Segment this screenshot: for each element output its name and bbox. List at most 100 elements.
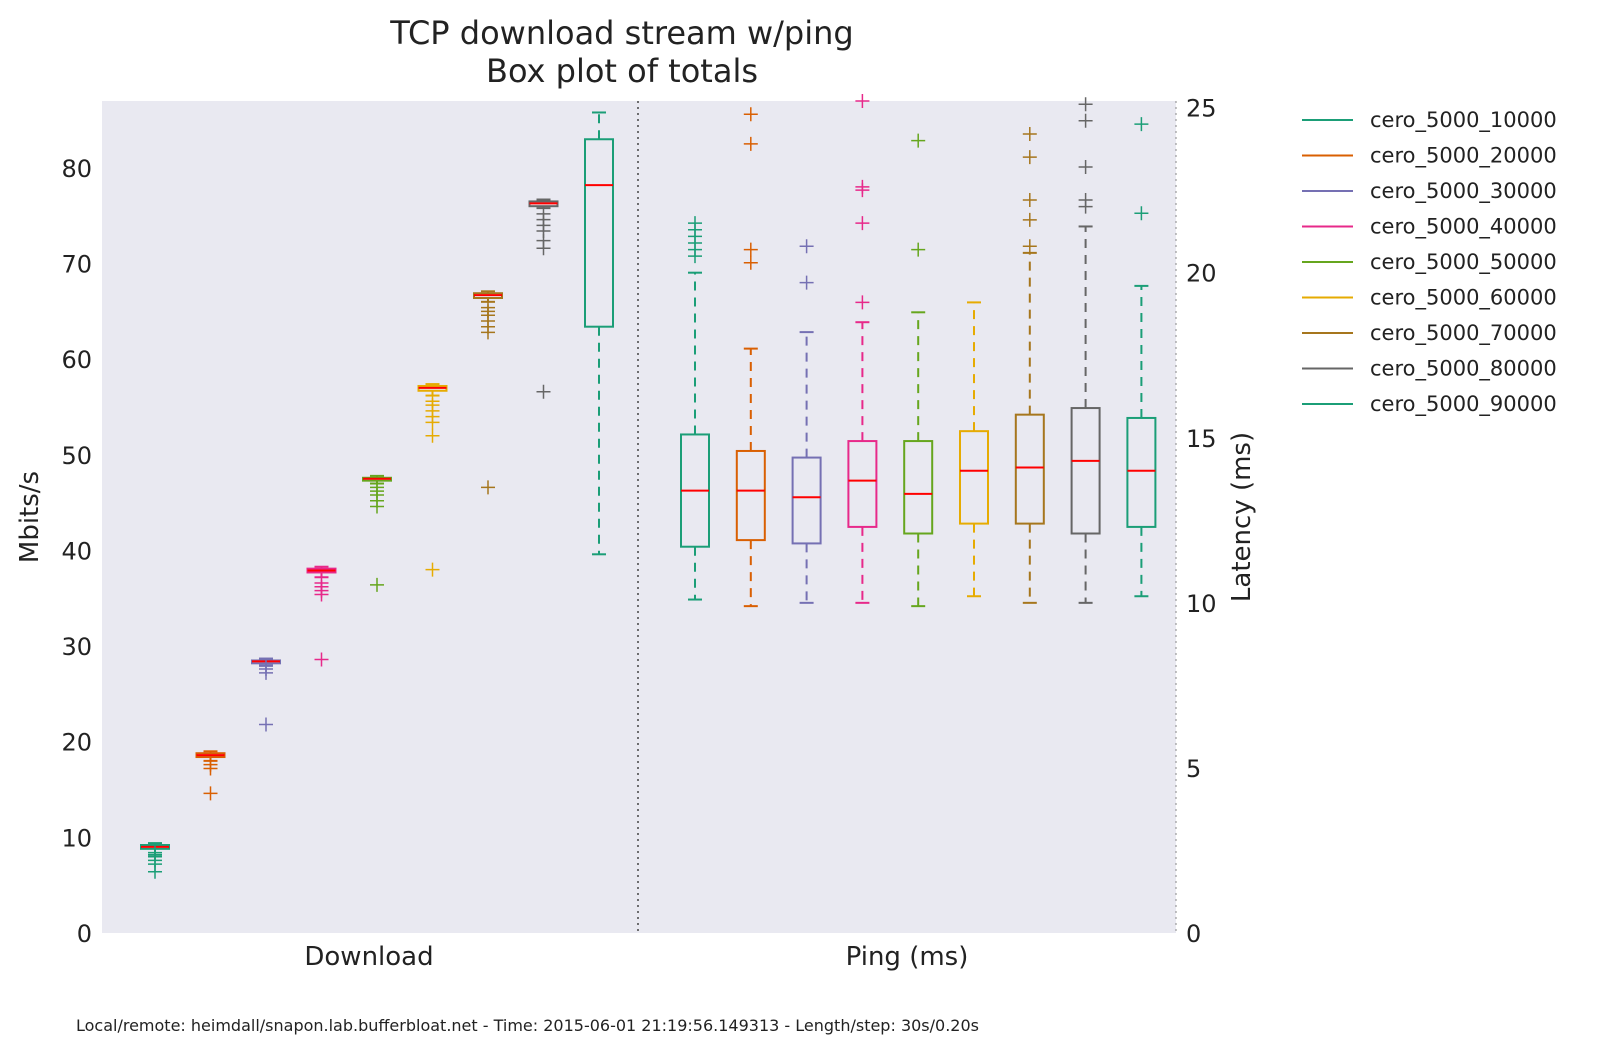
download-cero_5000_50000-flier [370, 577, 384, 592]
ping-cero_5000_70000-flier [1022, 212, 1037, 227]
ping-cero_5000_90000-box [1126, 117, 1157, 598]
ping-cero_5000_70000-flier [1022, 193, 1037, 208]
boxes-layer [140, 94, 1157, 879]
download-cero_5000_50000-box [362, 474, 392, 592]
ping-cero_5000_70000-box [1014, 127, 1045, 604]
ping-cero_5000_80000-flier [1078, 193, 1093, 208]
ping-cero_5000_30000-box [791, 239, 822, 604]
download-cero_5000_70000-box [473, 290, 503, 495]
ping-cero_5000_70000-flier [1022, 150, 1037, 165]
download-cero_5000_60000-flier [425, 394, 440, 409]
download-cero_5000_40000-flier [314, 652, 329, 667]
ping-cero_5000_80000-box [1070, 97, 1101, 604]
ping-cero_5000_40000-flier [855, 179, 870, 194]
right-tick-label: 15 [1186, 425, 1217, 453]
ping-cero_5000_40000-flier [855, 216, 870, 231]
legend-label: cero_5000_80000 [1370, 357, 1557, 382]
download-cero_5000_10000-box [140, 842, 170, 879]
legend-label: cero_5000_90000 [1370, 392, 1557, 417]
ping-cero_5000_80000-flier [1078, 160, 1093, 175]
ping-cero_5000_70000-iqr-box [1014, 413, 1045, 525]
ping-cero_5000_80000-flier [1078, 113, 1093, 128]
ping-cero_5000_20000-flier [743, 136, 758, 151]
right-tick-label: 5 [1186, 755, 1201, 783]
ping-cero_5000_20000-box [735, 107, 766, 608]
ping-cero_5000_70000-flier [1022, 127, 1037, 142]
ping-cero_5000_40000-flier [855, 295, 870, 310]
ping-cero_5000_40000-iqr-box [847, 440, 878, 528]
download-cero_5000_20000-flier [203, 786, 218, 801]
legend-label: cero_5000_70000 [1370, 321, 1557, 346]
download-cero_5000_60000-flier [425, 562, 440, 577]
ping-cero_5000_10000-box [680, 216, 710, 601]
download-cero_5000_70000-flier [481, 480, 495, 495]
legend-label: cero_5000_60000 [1370, 286, 1557, 311]
download-cero_5000_30000-flier [259, 717, 273, 732]
ping-cero_5000_80000-iqr-box [1070, 407, 1101, 535]
left-tick-label: 0 [77, 920, 92, 948]
download-cero_5000_60000-box [417, 383, 448, 577]
left-tick-label: 60 [61, 346, 92, 374]
legend-label: cero_5000_20000 [1370, 144, 1557, 169]
download-cero_5000_30000-box [251, 657, 281, 732]
footer-info: Local/remote: heimdall/snapon.lab.buffer… [76, 1016, 979, 1035]
legend-label: cero_5000_50000 [1370, 250, 1557, 275]
ping-cero_5000_60000-box [959, 301, 989, 598]
ping-cero_5000_50000-flier [911, 242, 926, 257]
download-cero_5000_70000-flier [481, 300, 495, 315]
ping-cero_5000_80000-flier [1078, 97, 1093, 112]
left-axis-label: Mbits/s [15, 471, 45, 563]
ping-cero_5000_90000-iqr-box [1126, 416, 1157, 528]
legend: cero_5000_10000 cero_5000_20000 cero_5000_… [1302, 108, 1557, 417]
left-tick-label: 80 [61, 155, 92, 183]
grid-layer [637, 101, 1177, 933]
left-tick-label: 30 [61, 633, 92, 661]
ping-cero_5000_10000-flier [688, 216, 702, 231]
ping-cero_5000_50000-iqr-box [903, 440, 934, 535]
group-label-ping: Ping (ms) [846, 942, 969, 972]
download-cero_5000_80000-flier [536, 206, 551, 221]
download-cero_5000_20000-flier [203, 757, 218, 772]
plot-background [102, 101, 1176, 933]
ping-cero_5000_30000-flier [799, 275, 814, 290]
group-label-download: Download [304, 942, 433, 972]
download-cero_5000_30000-flier [259, 659, 273, 674]
ping-cero_5000_20000-iqr-box [735, 449, 766, 542]
chart-title: TCP download stream w/ping [389, 14, 853, 52]
ping-cero_5000_30000-iqr-box [791, 456, 822, 545]
download-cero_5000_50000-flier [370, 480, 384, 495]
ping-cero_5000_70000-flier [1022, 239, 1037, 254]
left-tick-label: 40 [61, 537, 92, 565]
chart-subtitle: Box plot of totals [486, 52, 758, 90]
download-cero_5000_90000-box [584, 111, 614, 556]
ping-cero_5000_50000-flier [911, 133, 926, 148]
legend-label: cero_5000_40000 [1370, 215, 1557, 240]
ping-cero_5000_20000-flier [743, 107, 758, 122]
axes-layer: 0 10 20 30 40 50 60 70 80 0 5 10 15 20 25 [61, 95, 1216, 948]
legend-label: cero_5000_30000 [1370, 179, 1557, 204]
legend-label: cero_5000_10000 [1370, 108, 1557, 133]
ping-cero_5000_40000-flier [855, 94, 870, 108]
ping-cero_5000_20000-flier [743, 242, 758, 257]
right-tick-label: 0 [1186, 920, 1201, 948]
left-tick-label: 20 [61, 729, 92, 757]
download-cero_5000_80000-box [528, 198, 559, 399]
left-tick-label: 10 [61, 824, 92, 852]
right-tick-label: 25 [1186, 95, 1217, 123]
ping-cero_5000_30000-flier [799, 239, 814, 254]
ping-cero_5000_20000-flier [743, 255, 758, 270]
ping-cero_5000_90000-flier [1134, 206, 1149, 221]
right-axis-label: Latency (ms) [1227, 432, 1257, 602]
download-cero_5000_60000-flier [425, 428, 440, 443]
right-tick-label: 10 [1186, 590, 1217, 618]
download-cero_5000_40000-flier [314, 575, 329, 590]
ping-cero_5000_40000-box [847, 94, 878, 604]
ping-cero_5000_50000-box [903, 133, 934, 608]
download-cero_5000_90000-iqr-box [584, 138, 614, 328]
download-cero_5000_10000-flier [148, 845, 162, 860]
ping-cero_5000_60000-iqr-box [959, 430, 989, 525]
right-tick-label: 20 [1186, 260, 1217, 288]
left-tick-label: 50 [61, 442, 92, 470]
download-cero_5000_40000-box [306, 565, 337, 667]
